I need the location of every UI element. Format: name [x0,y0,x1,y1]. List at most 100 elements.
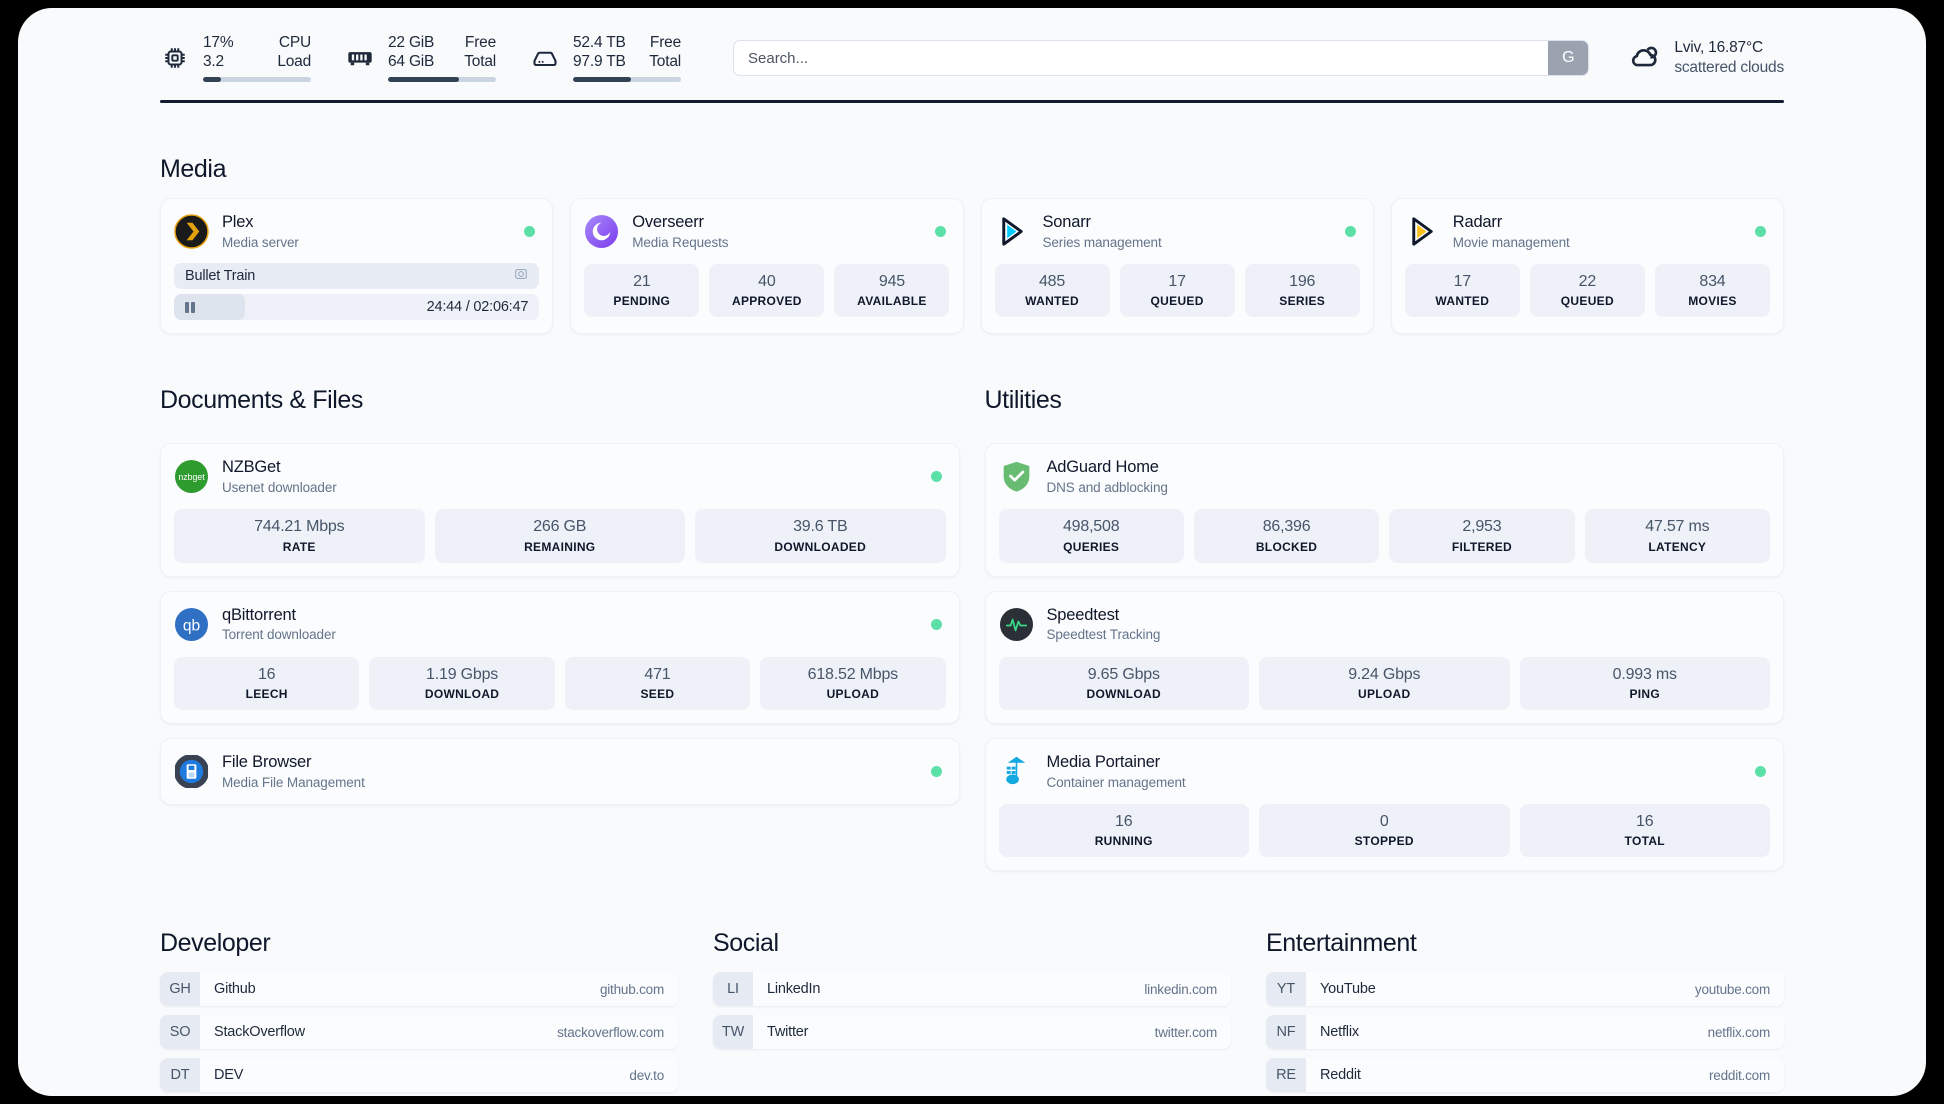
stat-value: 2,953 [1462,518,1502,536]
stat-value: 16 [257,665,276,683]
service-card-overseerr[interactable]: Overseerr Media Requests 21 PENDING 40 APP… [570,198,964,335]
radarr-icon [1405,214,1440,249]
nzbget-subtitle: Usenet downloader [222,479,337,495]
bookmark-item[interactable]: DT DEV dev.to [160,1058,678,1093]
stat-box: 17 WANTED [1404,264,1520,318]
bookmark-item[interactable]: SO StackOverflow stackoverflow.com [160,1015,678,1050]
service-card-nzbget[interactable]: nzbget NZBGet Usenet downloader 744.21 M… [160,443,960,577]
plex-subtitle: Media server [222,234,299,250]
stat-value: 834 [1699,273,1726,291]
adguard-shield-icon [999,459,1034,494]
overseerr-stats: 21 PENDING 40 APPROVED 945 AVAILABLE [584,264,950,318]
sonarr-name: Sonarr [1042,213,1092,231]
stat-label: SEED [640,686,675,701]
sonarr-status-dot [1344,226,1356,238]
header-bar: 17% CPU 3.2 Load 22 G [160,8,1784,86]
stat-label: QUERIES [1063,539,1120,554]
bookmarks-area: Developer GH Github github.com SO StackO… [160,877,1784,1096]
stat-label: AVAILABLE [857,294,927,309]
service-card-plex[interactable]: Plex Media server Bullet Train [160,198,554,335]
bookmark-item[interactable]: GH Github github.com [160,972,678,1007]
pause-icon[interactable] [185,301,195,313]
stat-box: 266 GB REMAINING [434,509,685,563]
adguard-subtitle: DNS and adblocking [1046,479,1168,495]
stat-label: PING [1629,686,1661,701]
stat-label: BLOCKED [1255,539,1318,554]
stat-value: 16 [1636,813,1654,831]
column-documents: Documents & Files nzbget NZBGet Usenet d… [160,334,960,871]
stat-label: RUNNING [1094,834,1153,849]
service-card-speedtest[interactable]: Speedtest Speedtest Tracking 9.65 Gbps DO… [984,590,1784,724]
service-card-portainer[interactable]: Media Portainer Container management 16 R… [984,737,1784,872]
bookmark-badge: NF [1266,1015,1306,1050]
bookmark-group-developer: Developer GH Github github.com SO StackO… [160,877,678,1093]
service-card-radarr[interactable]: Radarr Movie management 17 WANTED 22 QUEUE… [1390,198,1784,335]
disk-total-label: Total [649,53,681,70]
stat-label: UPLOAD [826,686,880,701]
stat-box: 196 SERIES [1244,264,1360,318]
stat-label: TOTAL [1624,834,1665,849]
svg-text:qb: qb [183,617,200,634]
qbittorrent-status-dot [930,618,942,630]
stat-label: STOPPED [1354,834,1414,849]
service-card-filebrowser[interactable]: File Browser Media File Management [160,737,960,806]
dashboard-page: 17% CPU 3.2 Load 22 G [18,8,1926,1096]
bookmark-item[interactable]: YT YouTube youtube.com [1266,972,1784,1007]
filebrowser-subtitle: Media File Management [222,774,365,790]
adguard-stats: 498,508 QUERIES 86,396 BLOCKED 2,953 FILTER… [998,509,1770,563]
bookmark-item[interactable]: TW Twitter twitter.com [713,1015,1231,1050]
disk-usage-bar [573,77,681,83]
bookmark-item[interactable]: RE Reddit reddit.com [1266,1058,1784,1093]
stat-box: 47.57 ms LATENCY [1584,509,1770,563]
weather-widget: Lviv, 16.87°C scattered clouds [1627,38,1784,78]
plex-cast-icon[interactable] [514,267,528,286]
stat-box: 834 MOVIES [1654,264,1770,318]
stat-value: 17 [1453,273,1472,291]
stat-box: 485 WANTED [994,264,1110,318]
stat-label: SERIES [1279,294,1326,309]
bookmark-name: Netflix [1320,1024,1359,1041]
bookmark-item[interactable]: LI LinkedIn linkedin.com [713,972,1231,1007]
speedtest-icon [999,607,1034,642]
portainer-subtitle: Container management [1046,774,1186,790]
bookmark-item[interactable]: NF Netflix netflix.com [1266,1015,1784,1050]
bookmark-badge: LI [713,972,753,1007]
overseerr-status-dot [934,226,946,238]
bookmark-url: netflix.com [1707,1024,1771,1040]
search-bar[interactable]: G [733,40,1590,76]
speedtest-name: Speedtest [1046,605,1120,624]
cpu-icon [160,43,190,73]
stat-value: 744.21 Mbps [254,518,345,536]
bookmark-group-title: Entertainment [1266,929,1417,958]
stat-value: 40 [758,273,776,291]
search-submit-button[interactable]: G [1548,41,1589,75]
stat-value: 485 [1038,273,1066,291]
bookmark-url: github.com [599,981,664,997]
ram-usage-bar [388,77,496,83]
stat-value: 0 [1379,813,1389,831]
cpu-usage-bar [203,77,311,83]
cpu-usage-value: 17% [203,33,234,51]
sonarr-icon [995,214,1030,249]
stat-box: 9.65 Gbps DOWNLOAD [998,656,1249,710]
bookmark-badge: GH [160,972,200,1007]
portainer-icon [999,754,1034,789]
sonarr-subtitle: Series management [1042,234,1162,250]
overseerr-subtitle: Media Requests [632,234,729,250]
sonarr-stats: 485 WANTED 17 QUEUED 196 SERIES [994,264,1360,318]
cloud-icon [1627,39,1661,78]
portainer-stats: 16 RUNNING 0 STOPPED 16 TOTAL [998,804,1770,858]
qbittorrent-stats: 16 LEECH 1.19 Gbps DOWNLOAD 471 SEED 618.52… [174,656,946,710]
disk-free-label: Free [649,33,681,51]
service-card-adguard[interactable]: AdGuard Home DNS and adblocking 498,508 Q… [984,443,1784,577]
bookmark-url: twitter.com [1154,1024,1218,1040]
search-input[interactable] [734,41,1549,75]
service-card-qbittorrent[interactable]: qb qBittorrent Torrent downloader 16 LEEC… [160,590,960,724]
service-card-sonarr[interactable]: Sonarr Series management 485 WANTED 17 QUE… [980,198,1374,335]
filebrowser-status-dot [930,765,942,777]
speedtest-subtitle: Speedtest Tracking [1046,627,1161,643]
stat-label: FILTERED [1451,539,1513,554]
stat-box: 39.6 TB DOWNLOADED [695,509,946,563]
stat-label: PENDING [613,294,671,309]
plex-progress-bar[interactable]: 24:44 / 02:06:47 [174,294,540,321]
